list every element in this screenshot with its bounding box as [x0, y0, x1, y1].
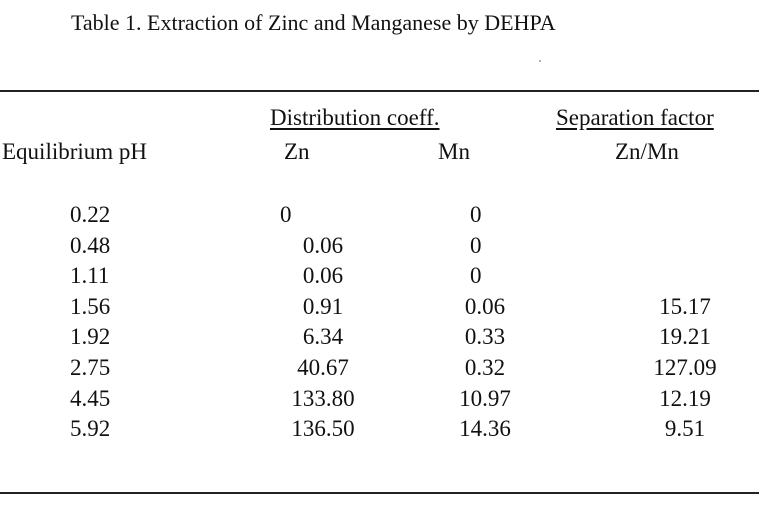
- column-zn: 0 0.06 0.06 0.91 6.34 40.67 133.80 136.5…: [248, 200, 398, 445]
- cell-mn: 0: [470, 263, 482, 289]
- equilibrium-ph-header: Equilibrium pH: [2, 139, 148, 164]
- cell-zn: 6.34: [302, 324, 344, 350]
- cell-mn: 0.32: [464, 354, 506, 380]
- cell-zn: 0.06: [302, 263, 344, 289]
- cell-ph: 5.92: [70, 416, 111, 442]
- cell-mn: 10.97: [459, 385, 511, 411]
- cell-sep: [620, 261, 750, 292]
- cell-zn: 136.50: [291, 416, 355, 442]
- cell-zn: 40.67: [297, 354, 349, 380]
- cell-mn: 0: [470, 232, 482, 258]
- separation-factor-header: Separation factor: [556, 105, 714, 130]
- column-separation-factor: 15.17 19.21 127.09 12.19 9.51: [620, 200, 750, 445]
- cell-sep: 15.17: [659, 293, 711, 319]
- cell-sep: 12.19: [659, 385, 711, 411]
- cell-ph: 2.75: [70, 354, 111, 380]
- cell-ph: 0.48: [70, 232, 111, 258]
- cell-ph: 1.56: [70, 293, 111, 319]
- cell-zn: 0.06: [302, 232, 344, 258]
- cell-ph: 1.92: [70, 324, 111, 350]
- top-rule: [0, 90, 759, 92]
- cell-ph: 0.22: [70, 202, 111, 227]
- bottom-rule: [0, 492, 759, 494]
- cell-ph: 1.11: [70, 263, 110, 289]
- cell-sep: [620, 200, 750, 231]
- cell-sep: 9.51: [664, 416, 706, 442]
- zn-mn-header: Zn/Mn: [615, 139, 679, 164]
- cell-mn: 14.36: [459, 416, 511, 442]
- table-caption: Table 1. Extraction of Zinc and Manganes…: [71, 10, 556, 35]
- cell-sep: 19.21: [659, 324, 711, 350]
- mn-header: Mn: [438, 139, 470, 164]
- cell-sep: [620, 231, 750, 262]
- cell-zn: 133.80: [291, 385, 355, 411]
- cell-sep: 127.09: [653, 354, 717, 380]
- distribution-coeff-header: Distribution coeff.: [270, 105, 440, 130]
- cell-mn: 0: [470, 202, 482, 227]
- cell-zn: 0.91: [302, 293, 344, 319]
- cell-mn: 0.06: [464, 293, 506, 319]
- cell-zn: 0: [280, 202, 292, 227]
- zn-header: Zn: [284, 139, 310, 164]
- column-mn: 0 0 0 0.06 0.33 0.32 10.97 14.36: [430, 200, 540, 445]
- column-equilibrium-ph: 0.22 0.48 1.11 1.56 1.92 2.75 4.45 5.92: [70, 200, 150, 445]
- scan-speck: [539, 60, 541, 62]
- cell-mn: 0.33: [464, 324, 506, 350]
- cell-ph: 4.45: [70, 385, 111, 411]
